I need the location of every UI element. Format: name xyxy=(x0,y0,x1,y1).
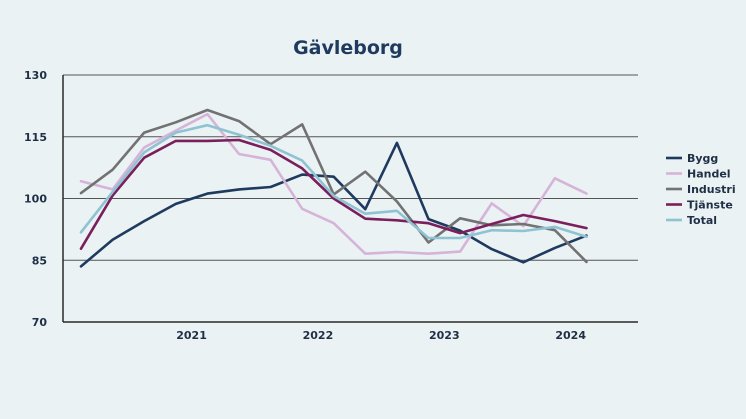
legend-label: Total xyxy=(687,214,717,227)
legend-label: Industri xyxy=(687,183,736,196)
x-axis-ticks: 2021 2022 2023 2024 xyxy=(176,329,586,342)
series-line-bygg xyxy=(79,141,588,268)
series-line-total xyxy=(79,123,588,240)
legend-label: Handel xyxy=(687,168,731,181)
legend: Bygg Handel Industri Tjänste Total xyxy=(666,152,736,227)
y-tick-label: 70 xyxy=(32,316,48,329)
series-line-industri xyxy=(79,108,588,264)
chart-title: Gävleborg xyxy=(293,37,403,59)
series-line-handel xyxy=(79,112,588,255)
x-tick-label: 2023 xyxy=(429,329,460,342)
x-tick-label: 2024 xyxy=(555,329,586,342)
grid-lines xyxy=(62,74,638,323)
y-tick-label: 115 xyxy=(24,131,47,144)
x-tick-label: 2021 xyxy=(176,329,207,342)
series-lines xyxy=(79,108,588,268)
y-tick-label: 130 xyxy=(24,69,47,82)
series-line-tjänste xyxy=(79,138,588,250)
legend-label: Bygg xyxy=(687,152,718,165)
y-tick-label: 85 xyxy=(32,254,47,267)
legend-label: Tjänste xyxy=(687,199,733,212)
y-tick-label: 100 xyxy=(24,193,47,206)
x-tick-label: 2022 xyxy=(303,329,334,342)
y-axis-ticks: 70 85 100 115 130 xyxy=(24,69,47,329)
